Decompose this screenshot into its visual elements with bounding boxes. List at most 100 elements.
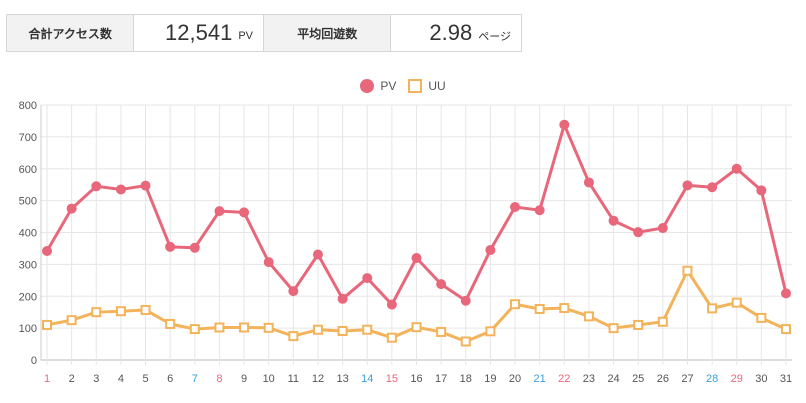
pv-point — [312, 249, 323, 260]
y-tick-label: 0 — [31, 355, 37, 367]
legend-label-uu: UU — [428, 79, 446, 93]
avg-pages-label: 平均回遊数 — [264, 15, 392, 51]
y-tick-label: 500 — [19, 196, 37, 208]
uu-point — [583, 311, 594, 322]
pv-point — [781, 288, 791, 299]
uu-point — [436, 326, 447, 337]
pv-point — [411, 253, 422, 263]
pv-circle-icon — [360, 79, 375, 93]
x-tick-label: 23 — [583, 373, 595, 385]
x-tick-label: 8 — [216, 373, 222, 385]
uu-point — [42, 319, 52, 330]
uu-point — [362, 324, 373, 335]
avg-pages-value: 2.98 ページ — [391, 15, 521, 51]
x-tick-label: 28 — [706, 373, 718, 385]
pv-point — [189, 242, 200, 253]
pv-point — [214, 206, 225, 217]
y-tick-label: 400 — [19, 228, 37, 240]
x-tick-label: 14 — [361, 373, 373, 385]
x-tick-label: 19 — [484, 373, 496, 385]
x-tick-label: 21 — [534, 373, 546, 385]
x-tick-label: 26 — [657, 373, 669, 385]
x-tick-label: 25 — [632, 373, 644, 385]
pv-point — [91, 181, 102, 192]
uu-point — [386, 332, 397, 343]
pv-point — [140, 180, 151, 191]
x-tick-label: 18 — [460, 373, 472, 385]
y-tick-label: 100 — [19, 323, 37, 335]
uu-point — [781, 324, 791, 335]
x-tick-label: 7 — [192, 373, 198, 385]
pv-point — [66, 203, 77, 214]
x-tick-label: 15 — [386, 373, 398, 385]
pv-point — [682, 180, 693, 191]
x-tick-label: 30 — [755, 373, 767, 385]
total-access-label: 合計アクセス数 — [7, 15, 135, 51]
uu-point — [657, 316, 668, 327]
uu-point — [263, 322, 274, 333]
chart-legend: PV UU — [0, 79, 806, 93]
x-tick-label: 1 — [44, 373, 50, 385]
uu-point — [312, 324, 323, 335]
pv-point — [510, 202, 521, 212]
x-tick-label: 4 — [118, 373, 124, 385]
uu-point — [707, 303, 718, 314]
x-tick-label: 3 — [93, 373, 99, 385]
pv-point — [460, 295, 471, 306]
uu-point — [731, 297, 742, 308]
total-access-number: 12,541 — [165, 20, 233, 45]
uu-point — [682, 265, 693, 276]
pv-point — [337, 293, 348, 304]
y-tick-label: 300 — [19, 259, 37, 271]
uu-point — [337, 325, 348, 336]
uu-point — [66, 315, 77, 326]
x-tick-label: 9 — [241, 373, 247, 385]
y-tick-label: 600 — [19, 164, 37, 176]
y-tick-label: 700 — [19, 132, 37, 144]
pv-point — [756, 185, 767, 196]
y-tick-label: 800 — [19, 100, 37, 112]
pv-point — [731, 163, 742, 174]
pv-point — [657, 223, 668, 234]
uu-point — [165, 318, 176, 329]
x-tick-label: 22 — [558, 373, 570, 385]
legend-label-pv: PV — [380, 79, 397, 93]
legend-item-pv[interactable]: PV — [360, 79, 396, 93]
x-tick-label: 2 — [69, 373, 75, 385]
legend-item-uu[interactable]: UU — [408, 79, 446, 93]
uu-point — [189, 324, 200, 335]
uu-point — [510, 299, 521, 310]
pv-point — [534, 205, 545, 216]
uu-point — [411, 322, 422, 333]
pv-point — [583, 177, 594, 188]
uu-point — [485, 326, 496, 337]
uu-point — [534, 304, 545, 314]
pv-point — [263, 257, 274, 268]
pv-point — [115, 184, 126, 195]
uu-point — [239, 322, 250, 333]
x-tick-label: 5 — [142, 373, 148, 385]
pv-point — [633, 227, 644, 238]
total-access-value: 12,541 PV — [134, 15, 264, 51]
pv-point — [485, 245, 496, 256]
avg-pages-unit: ページ — [478, 31, 511, 43]
x-tick-label: 11 — [288, 373, 299, 385]
pv-point — [239, 207, 250, 218]
uu-square-icon — [408, 79, 423, 93]
stats-panel: 合計アクセス数 12,541 PV 平均回遊数 2.98 ページ — [6, 14, 522, 52]
uu-point — [460, 336, 471, 347]
uu-point — [91, 307, 102, 318]
uu-point — [559, 303, 570, 314]
pv-point — [362, 273, 373, 284]
uu-point — [608, 323, 619, 334]
pv-point — [165, 241, 176, 252]
x-tick-label: 20 — [509, 373, 521, 385]
total-access-unit: PV — [238, 30, 253, 42]
avg-pages-number: 2.98 — [429, 20, 473, 45]
pv-point — [608, 215, 619, 226]
x-tick-label: 29 — [731, 373, 743, 385]
uu-point — [214, 322, 225, 333]
pv-point — [436, 279, 447, 290]
x-tick-label: 31 — [780, 373, 792, 385]
